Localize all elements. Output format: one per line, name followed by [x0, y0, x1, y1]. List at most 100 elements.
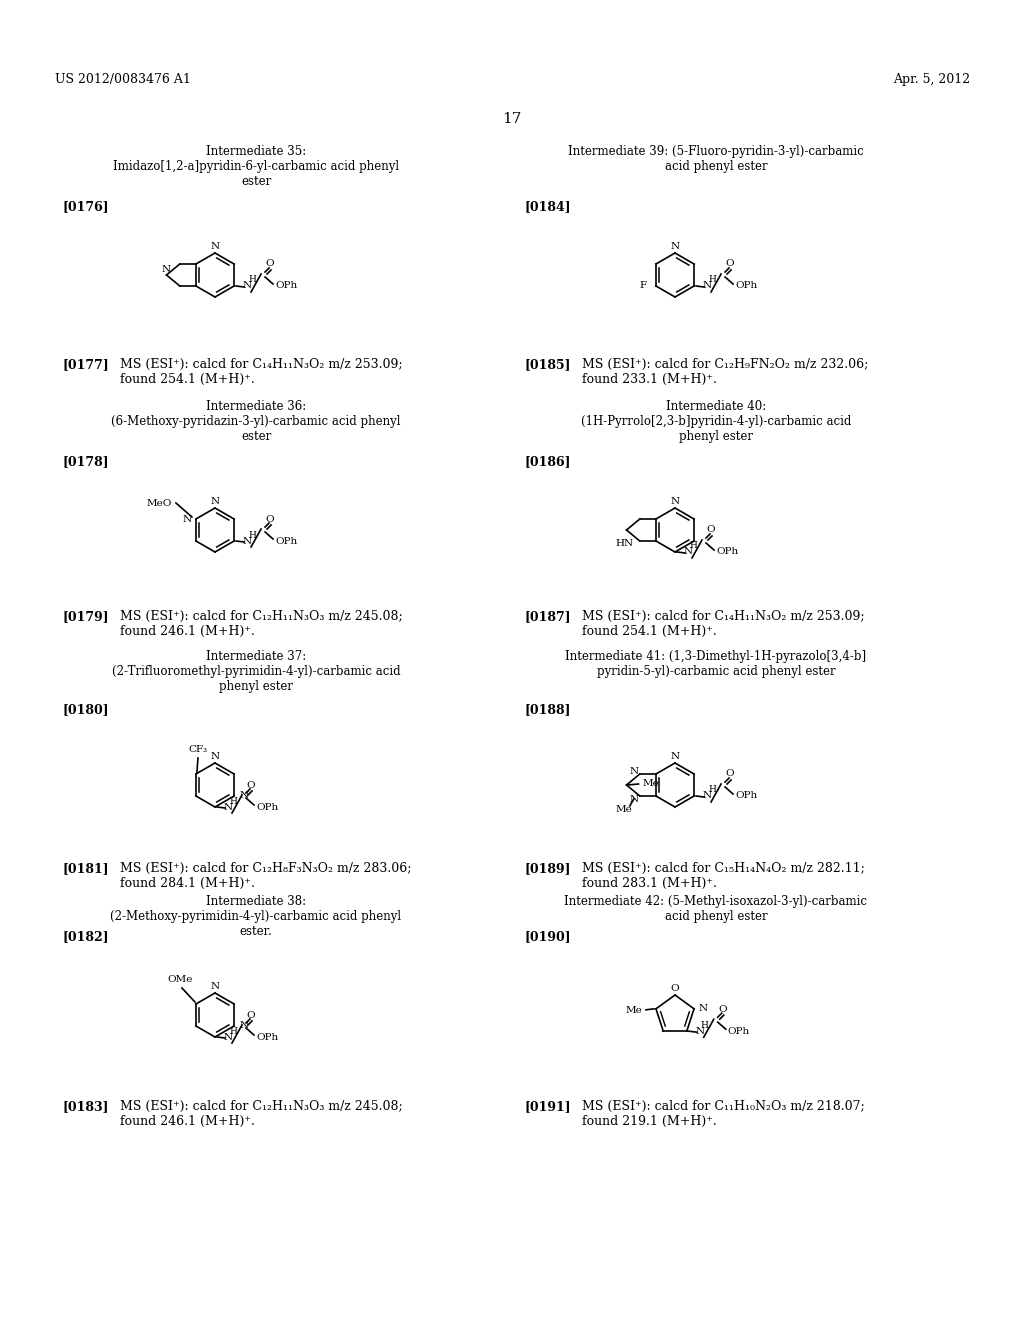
Text: N: N [162, 265, 171, 275]
Text: N: N [239, 1022, 248, 1031]
Text: Intermediate 40:: Intermediate 40: [666, 400, 766, 413]
Text: Intermediate 36:: Intermediate 36: [206, 400, 306, 413]
Text: OPh: OPh [735, 792, 758, 800]
Text: N: N [671, 498, 680, 506]
Text: MS (ESI⁺): calcd for C₁₄H₁₁N₃O₂ m/z 253.09;: MS (ESI⁺): calcd for C₁₄H₁₁N₃O₂ m/z 253.… [582, 610, 864, 623]
Text: N: N [630, 796, 639, 804]
Text: N: N [211, 752, 219, 762]
Text: [0178]: [0178] [62, 455, 109, 469]
Text: [0180]: [0180] [62, 704, 109, 715]
Text: found 219.1 (M+H)⁺.: found 219.1 (M+H)⁺. [582, 1115, 717, 1129]
Text: (2-Trifluoromethyl-pyrimidin-4-yl)-carbamic acid: (2-Trifluoromethyl-pyrimidin-4-yl)-carba… [112, 665, 400, 678]
Text: H: H [709, 276, 716, 285]
Text: N: N [243, 281, 252, 290]
Text: F: F [640, 281, 647, 290]
Text: ester: ester [241, 430, 271, 444]
Text: MS (ESI⁺): calcd for C₁₂H₁₁N₃O₃ m/z 245.08;: MS (ESI⁺): calcd for C₁₂H₁₁N₃O₃ m/z 245.… [120, 610, 402, 623]
Text: H: H [229, 796, 237, 805]
Text: Intermediate 39: (5-Fluoro-pyridin-3-yl)-carbamic: Intermediate 39: (5-Fluoro-pyridin-3-yl)… [568, 145, 864, 158]
Text: Me: Me [626, 1006, 642, 1015]
Text: N: N [243, 536, 252, 545]
Text: O: O [266, 515, 274, 524]
Text: pyridin-5-yl)-carbamic acid phenyl ester: pyridin-5-yl)-carbamic acid phenyl ester [597, 665, 836, 678]
Text: N: N [239, 792, 248, 800]
Text: O: O [707, 525, 716, 535]
Text: N: N [671, 242, 680, 251]
Text: acid phenyl ester: acid phenyl ester [665, 160, 767, 173]
Text: OPh: OPh [256, 1032, 279, 1041]
Text: N: N [695, 1027, 705, 1036]
Text: OPh: OPh [735, 281, 758, 290]
Text: OMe: OMe [167, 975, 193, 983]
Text: N: N [211, 242, 219, 251]
Text: (6-Methoxy-pyridazin-3-yl)-carbamic acid phenyl: (6-Methoxy-pyridazin-3-yl)-carbamic acid… [112, 414, 400, 428]
Text: MS (ESI⁺): calcd for C₁₁H₁₀N₂O₃ m/z 218.07;: MS (ESI⁺): calcd for C₁₁H₁₀N₂O₃ m/z 218.… [582, 1100, 864, 1113]
Text: H: H [689, 541, 697, 550]
Text: N: N [702, 281, 712, 290]
Text: OPh: OPh [728, 1027, 750, 1036]
Text: H: H [229, 1027, 237, 1035]
Text: O: O [726, 260, 734, 268]
Text: phenyl ester: phenyl ester [679, 430, 753, 444]
Text: N: N [630, 767, 639, 776]
Text: found 254.1 (M+H)⁺.: found 254.1 (M+H)⁺. [582, 624, 717, 638]
Text: Intermediate 42: (5-Methyl-isoxazol-3-yl)-carbamic: Intermediate 42: (5-Methyl-isoxazol-3-yl… [564, 895, 867, 908]
Text: [0182]: [0182] [62, 931, 109, 942]
Text: MS (ESI⁺): calcd for C₁₄H₁₁N₃O₂ m/z 253.09;: MS (ESI⁺): calcd for C₁₄H₁₁N₃O₂ m/z 253.… [120, 358, 402, 371]
Text: Me: Me [642, 779, 659, 788]
Text: [0181]: [0181] [62, 862, 109, 875]
Text: found 246.1 (M+H)⁺.: found 246.1 (M+H)⁺. [120, 1115, 255, 1129]
Text: N: N [671, 752, 680, 762]
Text: (2-Methoxy-pyrimidin-4-yl)-carbamic acid phenyl: (2-Methoxy-pyrimidin-4-yl)-carbamic acid… [111, 909, 401, 923]
Text: MS (ESI⁺): calcd for C₁₂H₈F₃N₃O₂ m/z 283.06;: MS (ESI⁺): calcd for C₁₂H₈F₃N₃O₂ m/z 283… [120, 862, 412, 875]
Text: [0186]: [0186] [524, 455, 570, 469]
Text: [0191]: [0191] [524, 1100, 570, 1113]
Text: found 233.1 (M+H)⁺.: found 233.1 (M+H)⁺. [582, 374, 717, 385]
Text: US 2012/0083476 A1: US 2012/0083476 A1 [55, 73, 190, 86]
Text: MS (ESI⁺): calcd for C₁₅H₁₄N₄O₂ m/z 282.11;: MS (ESI⁺): calcd for C₁₅H₁₄N₄O₂ m/z 282.… [582, 862, 865, 875]
Text: [0179]: [0179] [62, 610, 109, 623]
Text: N: N [683, 548, 692, 557]
Text: H: H [248, 531, 256, 540]
Text: OPh: OPh [275, 536, 297, 545]
Text: (1H-Pyrrolo[2,3-b]pyridin-4-yl)-carbamic acid: (1H-Pyrrolo[2,3-b]pyridin-4-yl)-carbamic… [581, 414, 851, 428]
Text: MS (ESI⁺): calcd for C₁₂H₁₁N₃O₃ m/z 245.08;: MS (ESI⁺): calcd for C₁₂H₁₁N₃O₃ m/z 245.… [120, 1100, 402, 1113]
Text: N: N [223, 803, 232, 812]
Text: MeO: MeO [146, 499, 172, 507]
Text: found 284.1 (M+H)⁺.: found 284.1 (M+H)⁺. [120, 876, 255, 890]
Text: Intermediate 41: (1,3-Dimethyl-1H-pyrazolo[3,4-b]: Intermediate 41: (1,3-Dimethyl-1H-pyrazo… [565, 649, 866, 663]
Text: O: O [247, 1011, 255, 1019]
Text: found 283.1 (M+H)⁺.: found 283.1 (M+H)⁺. [582, 876, 717, 890]
Text: [0183]: [0183] [62, 1100, 109, 1113]
Text: 17: 17 [503, 112, 521, 125]
Text: OPh: OPh [275, 281, 297, 290]
Text: N: N [702, 792, 712, 800]
Text: O: O [719, 1005, 727, 1014]
Text: [0188]: [0188] [524, 704, 570, 715]
Text: N: N [698, 1005, 708, 1014]
Text: CF₃: CF₃ [188, 744, 208, 754]
Text: [0187]: [0187] [524, 610, 570, 623]
Text: MS (ESI⁺): calcd for C₁₂H₉FN₂O₂ m/z 232.06;: MS (ESI⁺): calcd for C₁₂H₉FN₂O₂ m/z 232.… [582, 358, 868, 371]
Text: Intermediate 35:: Intermediate 35: [206, 145, 306, 158]
Text: OPh: OPh [716, 548, 738, 557]
Text: ester: ester [241, 176, 271, 187]
Text: Apr. 5, 2012: Apr. 5, 2012 [893, 73, 970, 86]
Text: N: N [211, 498, 219, 506]
Text: H: H [709, 785, 716, 795]
Text: HN: HN [615, 539, 634, 548]
Text: H: H [700, 1020, 709, 1030]
Text: N: N [183, 515, 191, 524]
Text: N: N [223, 1032, 232, 1041]
Text: [0176]: [0176] [62, 201, 109, 213]
Text: O: O [726, 770, 734, 779]
Text: acid phenyl ester: acid phenyl ester [665, 909, 767, 923]
Text: Intermediate 38:: Intermediate 38: [206, 895, 306, 908]
Text: ester.: ester. [240, 925, 272, 939]
Text: [0189]: [0189] [524, 862, 570, 875]
Text: phenyl ester: phenyl ester [219, 680, 293, 693]
Text: [0190]: [0190] [524, 931, 570, 942]
Text: H: H [248, 276, 256, 285]
Text: O: O [247, 780, 255, 789]
Text: O: O [671, 983, 679, 993]
